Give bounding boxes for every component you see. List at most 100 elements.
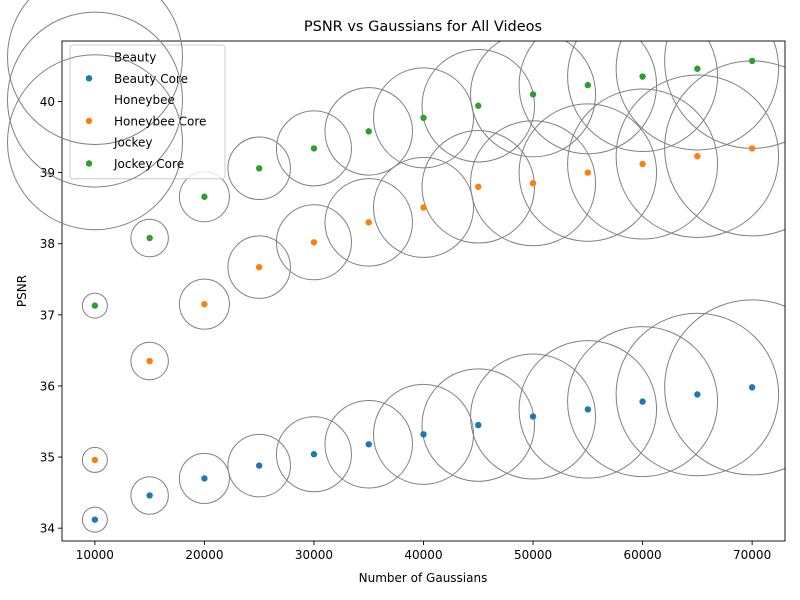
axes-layer: 10000 20000 30000 40000 50000 60000 70000 34 35 3… <box>40 40 786 562</box>
beauty-bubble <box>324 400 413 489</box>
y-tick-label: 40 <box>40 95 55 109</box>
beauty-core-point <box>201 475 208 482</box>
beauty-bubble <box>664 299 785 476</box>
x-axis-label: Number of Gaussians <box>359 571 488 585</box>
honeybee-core-point <box>420 204 427 211</box>
beauty-core-point <box>639 398 646 405</box>
honeybee-bubble <box>615 74 780 238</box>
honeybee-core-point <box>146 357 153 365</box>
beauty-core-point <box>475 421 482 429</box>
legend-label: Jockey Core <box>113 157 184 171</box>
y-axis-label: PSNR <box>15 275 29 307</box>
honeybee-core-point <box>529 180 537 187</box>
jockey-core-point <box>475 102 482 109</box>
legend-box <box>69 44 226 180</box>
honeybee-core-point <box>584 169 592 176</box>
x-tick-label: 10000 <box>76 548 114 562</box>
honeybee-core-point <box>255 263 263 271</box>
honeybee-core-point <box>310 239 318 246</box>
beauty-bubble <box>275 416 352 493</box>
honeybee-bubble <box>178 278 230 330</box>
jockey-core-point <box>255 165 263 172</box>
beauty-bubble <box>81 506 108 533</box>
jockey-bubble <box>567 41 719 153</box>
x-tick-label: 50000 <box>514 548 552 562</box>
jockey-bubble <box>470 41 597 158</box>
honeybee-core-point <box>365 219 372 226</box>
legend-point-marker <box>85 117 93 125</box>
jockey-bubble <box>130 218 169 258</box>
y-tick-label: 35 <box>40 451 55 465</box>
legend-bubble-marker <box>7 0 183 145</box>
y-tick-label: 37 <box>40 308 55 322</box>
beauty-core-point <box>255 462 263 469</box>
honeybee-core-point <box>91 456 99 464</box>
jockey-core-point <box>748 57 756 65</box>
x-tick-label: 20000 <box>185 548 223 562</box>
beauty-core-point <box>146 492 153 499</box>
beauty-core-point <box>529 413 537 420</box>
honeybee-bubble <box>518 103 658 242</box>
x-tick-label: 60000 <box>623 548 661 562</box>
honeybee-bubble <box>324 178 413 267</box>
honeybee-bubble <box>567 88 719 240</box>
beauty-bubble <box>373 383 474 485</box>
jockey-bubble <box>421 48 536 163</box>
legend-label: Jockey <box>113 136 152 150</box>
honeybee-bubble <box>470 120 597 247</box>
honeybee-core-point <box>475 183 482 191</box>
jockey-core-point <box>146 234 153 242</box>
jockey-bubble <box>518 41 658 155</box>
honeybee-core-point <box>694 153 701 160</box>
jockey-core-point <box>365 128 372 135</box>
x-tick-label: 70000 <box>733 548 771 562</box>
jockey-bubble <box>227 136 291 201</box>
beauty-bubble <box>518 340 658 479</box>
y-tick-label: 36 <box>40 379 55 393</box>
honeybee-bubble <box>81 446 108 473</box>
honeybee-bubble <box>421 130 536 244</box>
legend-bubble-marker <box>7 54 183 231</box>
beauty-core-point <box>584 406 592 413</box>
legend-point-marker <box>85 160 93 167</box>
jockey-bubble <box>373 67 474 169</box>
jockey-core-point <box>310 145 318 152</box>
honeybee-bubble <box>227 235 291 299</box>
jockey-core-point <box>529 91 537 98</box>
x-tick-label: 30000 <box>295 548 333 562</box>
beauty-core-point <box>310 451 318 458</box>
y-tick-label: 34 <box>40 522 55 536</box>
jockey-bubble <box>81 292 108 319</box>
beauty-bubble <box>178 452 230 504</box>
beauty-bubble <box>421 368 536 482</box>
jockey-core-point <box>201 193 208 200</box>
legend: Beauty Beauty Core Honeybee Honeybee Core Jo… <box>7 0 226 231</box>
beauty-bubble <box>615 312 780 477</box>
jockey-bubble <box>275 110 352 187</box>
honeybee-bubble <box>130 341 169 381</box>
jockey-core-point <box>639 73 646 80</box>
beauty-core-point <box>420 431 427 438</box>
honeybee-bubble <box>373 156 474 258</box>
point-layer <box>91 57 756 523</box>
jockey-bubble <box>615 41 780 151</box>
legend-label: Beauty Core <box>114 72 188 86</box>
honeybee-core-point <box>748 145 756 152</box>
legend-point-marker <box>85 75 93 82</box>
beauty-core-point <box>365 441 372 448</box>
legend-bubble-marker <box>7 11 183 188</box>
beauty-core-point <box>91 516 99 523</box>
beauty-bubble <box>567 326 719 478</box>
bubble-layer <box>81 41 785 533</box>
legend-label: Honeybee Core <box>114 114 206 128</box>
jockey-core-point <box>420 114 427 122</box>
legend-label: Honeybee <box>114 93 175 107</box>
jockey-core-point <box>91 302 99 309</box>
legend-label: Beauty <box>114 51 156 65</box>
beauty-bubble <box>227 433 291 498</box>
jockey-core-point <box>584 81 592 89</box>
honeybee-core-point <box>201 300 208 308</box>
beauty-core-point <box>748 384 756 391</box>
chart-title: PSNR vs Gaussians for All Videos <box>304 19 542 35</box>
